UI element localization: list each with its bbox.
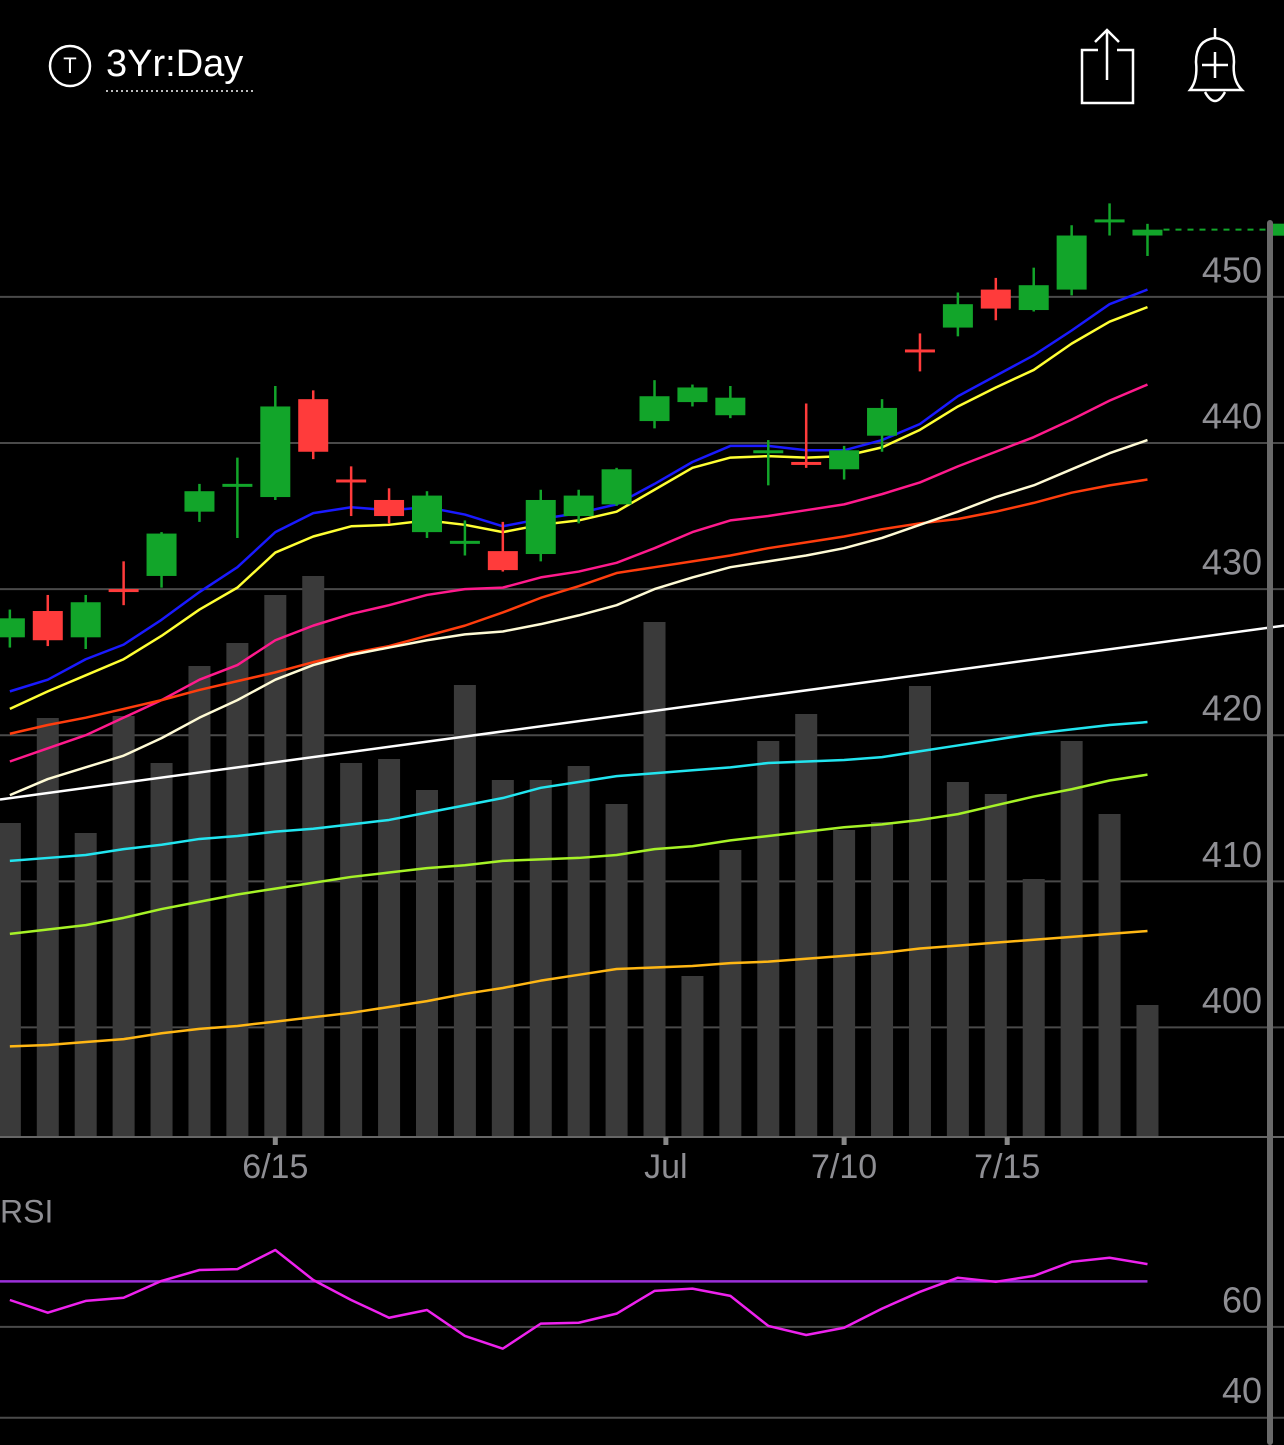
- candle-body: [867, 407, 898, 436]
- candle-body: [1132, 229, 1163, 236]
- candle-body: [1094, 219, 1125, 223]
- timeframe-icon-letter: T: [63, 53, 76, 78]
- last-price-marker: [1272, 223, 1284, 236]
- share-arrow: [1094, 28, 1120, 80]
- ma-line: [9, 773, 1148, 936]
- y-tick-label: 410: [1202, 834, 1262, 875]
- volume-bar: [681, 976, 704, 1137]
- candle-body: [70, 602, 101, 638]
- bell-plus: [1202, 52, 1228, 78]
- x-tick-label: Jul: [644, 1148, 687, 1186]
- volume-bar: [908, 686, 931, 1137]
- bell: [1187, 28, 1246, 92]
- indicator-label: RSI: [0, 1193, 53, 1229]
- volume-bar: [719, 850, 742, 1137]
- scrollbar[interactable]: [1267, 220, 1273, 1445]
- timeframe-icon: [48, 44, 92, 88]
- volume-bar: [150, 763, 173, 1137]
- volume-bar: [453, 685, 476, 1137]
- y-tick-label: 40: [1222, 1370, 1262, 1411]
- volume-bar: [226, 643, 249, 1137]
- volume-bar: [340, 763, 363, 1137]
- candle-body: [677, 387, 708, 403]
- candle-body: [411, 495, 442, 533]
- candle-body: [980, 289, 1011, 309]
- volume-bar: [1098, 814, 1121, 1137]
- candle-body: [1018, 285, 1049, 311]
- y-tick-label: 420: [1202, 688, 1262, 729]
- candle-body: [1056, 235, 1087, 290]
- volume-bar: [946, 782, 969, 1137]
- candle-body: [904, 349, 935, 353]
- candle-body: [563, 495, 594, 517]
- volume-bar: [605, 804, 628, 1137]
- volume-bar: [1022, 879, 1045, 1137]
- volume-bar: [984, 794, 1007, 1137]
- candle-body: [942, 304, 973, 328]
- volume-bar: [378, 759, 401, 1137]
- ma-line: [9, 478, 1148, 735]
- candle-body: [336, 479, 367, 483]
- plot-layer: 400 410 420 430 440 450 6/15 Jul 7/10 7/15 40 60 RSI: [0, 203, 1284, 1419]
- candle-body: [639, 396, 670, 422]
- volume-bar: [833, 830, 856, 1137]
- volume-bar: [36, 718, 59, 1137]
- candle-body: [601, 469, 632, 505]
- candle-body: [108, 589, 139, 593]
- candle-body: [449, 540, 480, 544]
- x-tick-label: 7/15: [974, 1148, 1040, 1186]
- candle-body: [260, 406, 291, 498]
- candle-body: [525, 499, 556, 555]
- share-box: [1080, 48, 1135, 105]
- candle-body: [298, 399, 329, 452]
- alert-button[interactable]: [1187, 28, 1246, 103]
- volume-bar: [74, 833, 97, 1137]
- candle-body: [32, 611, 63, 641]
- candle-body: [0, 618, 25, 638]
- volume-bar: [112, 716, 135, 1137]
- ma-line: [9, 720, 1148, 863]
- ma-line: [9, 383, 1148, 763]
- trendline: [0, 624, 1284, 801]
- volume-bar: [567, 766, 590, 1137]
- y-tick-label: 440: [1202, 396, 1262, 437]
- volume-bar: [1060, 741, 1083, 1137]
- x-tick-label: 7/10: [811, 1148, 877, 1186]
- y-tick-label: 450: [1202, 249, 1262, 290]
- y-tick-label: 60: [1222, 1279, 1262, 1320]
- bell-clapper: [1203, 91, 1227, 103]
- candle-body: [829, 450, 860, 470]
- volume-bar: [1136, 1005, 1159, 1137]
- candle-body: [791, 461, 822, 465]
- volume-bar: [529, 780, 552, 1137]
- volume-bar: [643, 622, 666, 1137]
- rsi-line: [9, 1248, 1148, 1350]
- candle-body: [374, 499, 405, 517]
- candle-body: [753, 450, 784, 454]
- volume-bar: [302, 576, 325, 1137]
- candle-body: [715, 397, 746, 416]
- volume-bar: [871, 822, 894, 1137]
- candle-body: [487, 551, 518, 571]
- volume-bar: [757, 741, 780, 1137]
- y-tick-label: 400: [1202, 980, 1262, 1021]
- candle-body: [146, 533, 177, 576]
- volume-bar: [415, 790, 438, 1137]
- x-tick-label: 6/15: [242, 1148, 308, 1186]
- ma-line: [9, 438, 1148, 797]
- volume-bar: [795, 714, 818, 1137]
- y-tick-label: 430: [1202, 542, 1262, 583]
- timeframe-selector[interactable]: T 3Yr:Day: [48, 43, 256, 92]
- volume-bar: [0, 823, 21, 1137]
- candle-body: [184, 491, 215, 512]
- timeframe-label: 3Yr:Day: [106, 43, 243, 85]
- ma-line: [9, 929, 1148, 1048]
- share-button[interactable]: [1080, 28, 1135, 105]
- candle-body: [222, 483, 253, 487]
- volume-bar: [264, 595, 287, 1137]
- volume-bar: [491, 780, 514, 1137]
